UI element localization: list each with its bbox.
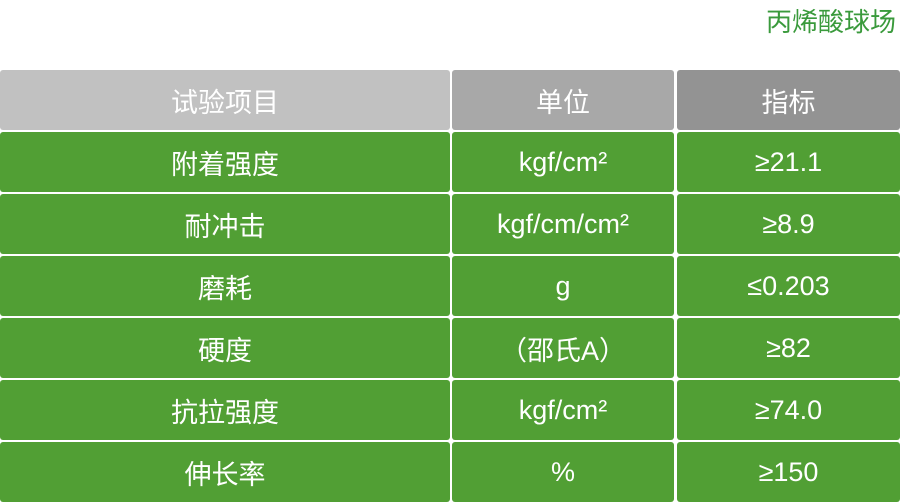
- header-value: 指标: [677, 70, 900, 130]
- header-item: 试验项目: [0, 70, 450, 130]
- table-row: 抗拉强度 kgf/cm² ≥74.0: [0, 380, 900, 440]
- value-cell: ≥74.0: [677, 380, 900, 440]
- unit-cell: kgf/cm²: [452, 380, 674, 440]
- value-cell: ≥21.1: [677, 132, 900, 192]
- item-cell: 抗拉强度: [0, 380, 450, 440]
- unit-cell: （邵氏A）: [452, 318, 674, 378]
- item-cell: 附着强度: [0, 132, 450, 192]
- value-cell: ≤0.203: [677, 256, 900, 316]
- table-row: 硬度 （邵氏A） ≥82: [0, 318, 900, 378]
- unit-cell: g: [452, 256, 674, 316]
- unit-cell: kgf/cm²: [452, 132, 674, 192]
- value-cell: ≥82: [677, 318, 900, 378]
- table-row: 附着强度 kgf/cm² ≥21.1: [0, 132, 900, 192]
- header-unit: 单位: [452, 70, 674, 130]
- table-row: 耐冲击 kgf/cm/cm² ≥8.9: [0, 194, 900, 254]
- table-row: 磨耗 g ≤0.203: [0, 256, 900, 316]
- value-cell: ≥8.9: [677, 194, 900, 254]
- item-cell: 伸长率: [0, 442, 450, 502]
- item-cell: 耐冲击: [0, 194, 450, 254]
- spec-table: 试验项目 单位 指标 附着强度 kgf/cm² ≥21.1 耐冲击 kgf/cm/cm²…: [0, 70, 900, 504]
- table-row: 伸长率% ≥150: [0, 442, 900, 502]
- table-header: 试验项目 单位 指标: [0, 70, 900, 130]
- unit-cell: kgf/cm/cm²: [452, 194, 674, 254]
- page-title: 丙烯酸球场: [765, 8, 896, 38]
- item-cell: 磨耗: [0, 256, 450, 316]
- item-cell: 硬度: [0, 318, 450, 378]
- value-cell: ≥150: [677, 442, 900, 502]
- unit-cell: %: [452, 442, 674, 502]
